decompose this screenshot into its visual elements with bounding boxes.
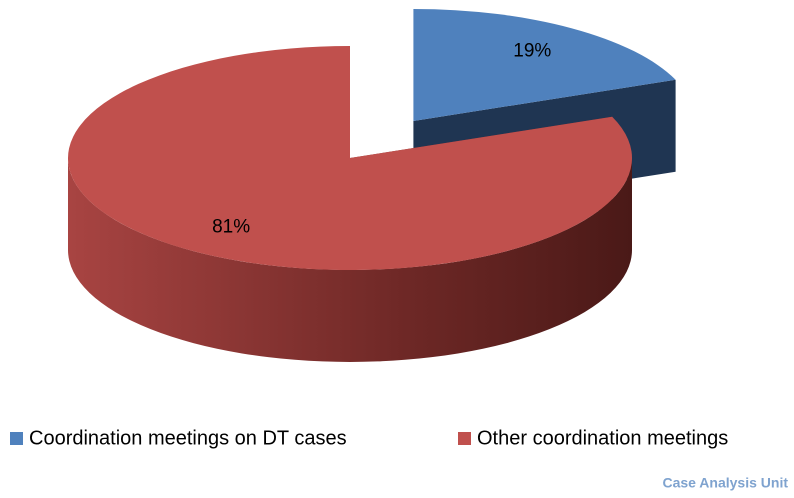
footer: Case Analysis Unit bbox=[662, 475, 788, 491]
data-label: 81% bbox=[212, 216, 250, 237]
slice bbox=[67, 46, 633, 270]
legend-label: Other coordination meetings bbox=[477, 427, 728, 449]
legend: Coordination meetings on DT cases Other c… bbox=[10, 427, 728, 449]
pie: 19% 81% bbox=[67, 8, 676, 362]
legend-swatch bbox=[10, 432, 23, 445]
slice-side bbox=[68, 158, 632, 362]
legend-label: Coordination meetings on DT cases bbox=[29, 427, 347, 449]
slice bbox=[413, 8, 676, 121]
data-label: 19% bbox=[513, 40, 551, 61]
legend-swatch bbox=[458, 432, 471, 445]
